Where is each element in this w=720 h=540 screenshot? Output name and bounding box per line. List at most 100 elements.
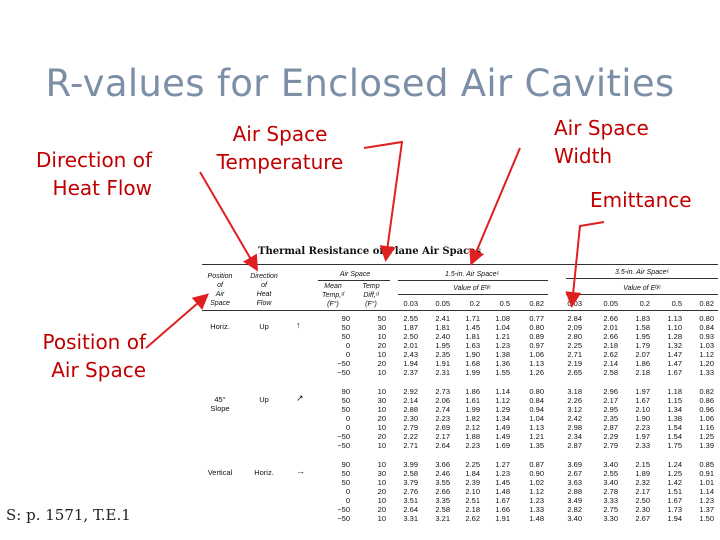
table-cell: 2.95 [603,405,618,414]
table-cell: 1.73 [667,505,682,514]
table-cell: 1.69 [495,441,510,450]
table-cell: 3.31 [403,514,418,523]
table-cell: 1.67 [495,496,510,505]
table-cell: 90 [341,387,350,396]
table-cell: 1.21 [495,332,510,341]
header-rule [318,280,390,281]
table-cell: 1.81 [435,323,450,332]
table-cell: 2.35 [435,350,450,359]
table-cell: 1.25 [667,469,682,478]
table-cell: 1.33 [699,368,714,377]
table-cell: 0 [345,341,350,350]
table-cell: 1.66 [495,505,510,514]
table-row: −50 10 2.37 2.31 1.99 1.55 1.26 2.65 2.58 2.18 1.6… [202,368,718,377]
table-cell: 1.99 [465,405,480,414]
table-cell: 2.29 [603,432,618,441]
table-cell: −50 [337,514,350,523]
table-cell: 3.66 [435,460,450,469]
table-cell: 10 [377,350,386,359]
table-cell: 1.58 [635,323,650,332]
table-cell: 50 [341,396,350,405]
table-cell: 1.36 [495,359,510,368]
table-cell: 0.84 [699,323,714,332]
table-row: 50 30 2.58 2.46 1.84 1.23 0.90 2.67 2.55 1.89 1.25… [202,469,718,478]
table-cell: 1.03 [699,341,714,350]
callout-line: Air Space [554,116,649,140]
table-cell: 1.82 [465,414,480,423]
table-cell: 20 [377,414,386,423]
table-cell: 2.88 [403,405,418,414]
table-cell: 1.48 [495,487,510,496]
table-cell: 2.40 [435,332,450,341]
table-cell: 10 [377,496,386,505]
table-cell: 20 [377,341,386,350]
callout-position-of-air-space: Position of Air Space [6,328,146,384]
table-cell: 2.62 [465,514,480,523]
header-rule [566,294,718,295]
table-cell: 1.88 [465,432,480,441]
header-direction: Direction of Heat Flow [250,273,278,307]
table-cell: 1.95 [635,332,650,341]
table-row: 50 30 1.87 1.81 1.45 1.04 0.80 2.09 2.01 1.58 1.10… [202,323,718,332]
table-cell: 1.67 [635,396,650,405]
table-cell: 1.39 [699,441,714,450]
table-row: 90 10 3.99 3.66 2.25 1.27 0.87 3.69 3.40 2.15 1.24… [202,460,718,469]
table-row: 0 20 2.01 1.95 1.63 1.23 0.97 2.25 2.18 1.79 1.32 1… [202,341,718,350]
table-cell: 1.12 [529,487,544,496]
table-cell: 2.96 [603,387,618,396]
table-row: 0 10 3.51 3.35 2.51 1.67 1.23 3.49 3.33 2.50 1.67 1… [202,496,718,505]
table-cell: 2.18 [465,505,480,514]
arrow-position [145,293,210,349]
table-cell: 1.83 [635,314,650,323]
table-cell: 3.18 [567,387,582,396]
table-cell: −50 [337,368,350,377]
table-cell: 2.43 [403,350,418,359]
callout-line: Air Space [51,358,146,382]
table-cell: 1.04 [529,414,544,423]
table-cell: 1.47 [667,350,682,359]
table-cell: 2.69 [435,423,450,432]
callout-air-space-width: Air Space Width [554,114,684,170]
table-cell: 50 [341,478,350,487]
header-rule [566,278,718,279]
table-cell: 1.45 [495,478,510,487]
table-cell: 1.21 [529,432,544,441]
table-cell: 0.93 [699,332,714,341]
table-cell: −50 [337,432,350,441]
table-cell: 2.84 [567,314,582,323]
table-cell: 3.40 [567,514,582,523]
table-cell: 2.35 [603,414,618,423]
table-cell: 1.26 [529,368,544,377]
table-cell: 0.84 [529,396,544,405]
table-cell: 1.14 [699,487,714,496]
table-cell: 1.97 [635,432,650,441]
table-cell: 2.50 [403,332,418,341]
callout-line: Emittance [590,188,692,212]
table-row: 50 30 2.14 2.06 1.61 1.12 0.84 2.26 2.17 1.67 1.15… [202,396,718,405]
row-direction-label: Up [259,322,269,331]
table-cell: 3.33 [603,496,618,505]
table-row: −50 20 1.94 1.91 1.68 1.36 1.13 2.19 2.14 1.86 1.4… [202,359,718,368]
table-cell: 1.34 [667,405,682,414]
table-cell: 30 [377,396,386,405]
table-cell: 0.80 [529,323,544,332]
table-cell: 0.87 [529,460,544,469]
table-cell: 2.23 [635,423,650,432]
table-cell: 1.38 [495,350,510,359]
table-cell: 2.41 [435,314,450,323]
row-direction-label: Horiz. [254,468,274,477]
table-cell: 50 [377,314,386,323]
header-temp-diff: Temp Diff,ᵈ (F°) [362,283,380,308]
table-cell: 2.82 [567,505,582,514]
table-cell: 3.79 [403,478,418,487]
callout-line: Temperature [216,150,344,174]
table-row: 90 10 2.92 2.73 1.86 1.14 0.80 3.18 2.96 1.97 1.18… [202,387,718,396]
table-cell: 1.86 [465,387,480,396]
table-cell: 2.66 [603,314,618,323]
table-row: −50 10 3.31 3.21 2.62 1.91 1.48 3.40 3.30 2.67 1.9… [202,514,718,523]
emittance-label: 0.82 [699,299,714,308]
row-position-label: Vertical [207,468,233,477]
table-row: 50 10 2.50 2.40 1.81 1.21 0.89 2.80 2.66 1.95 1.28… [202,332,718,341]
table-cell: 30 [377,469,386,478]
table-cell: 1.04 [495,323,510,332]
